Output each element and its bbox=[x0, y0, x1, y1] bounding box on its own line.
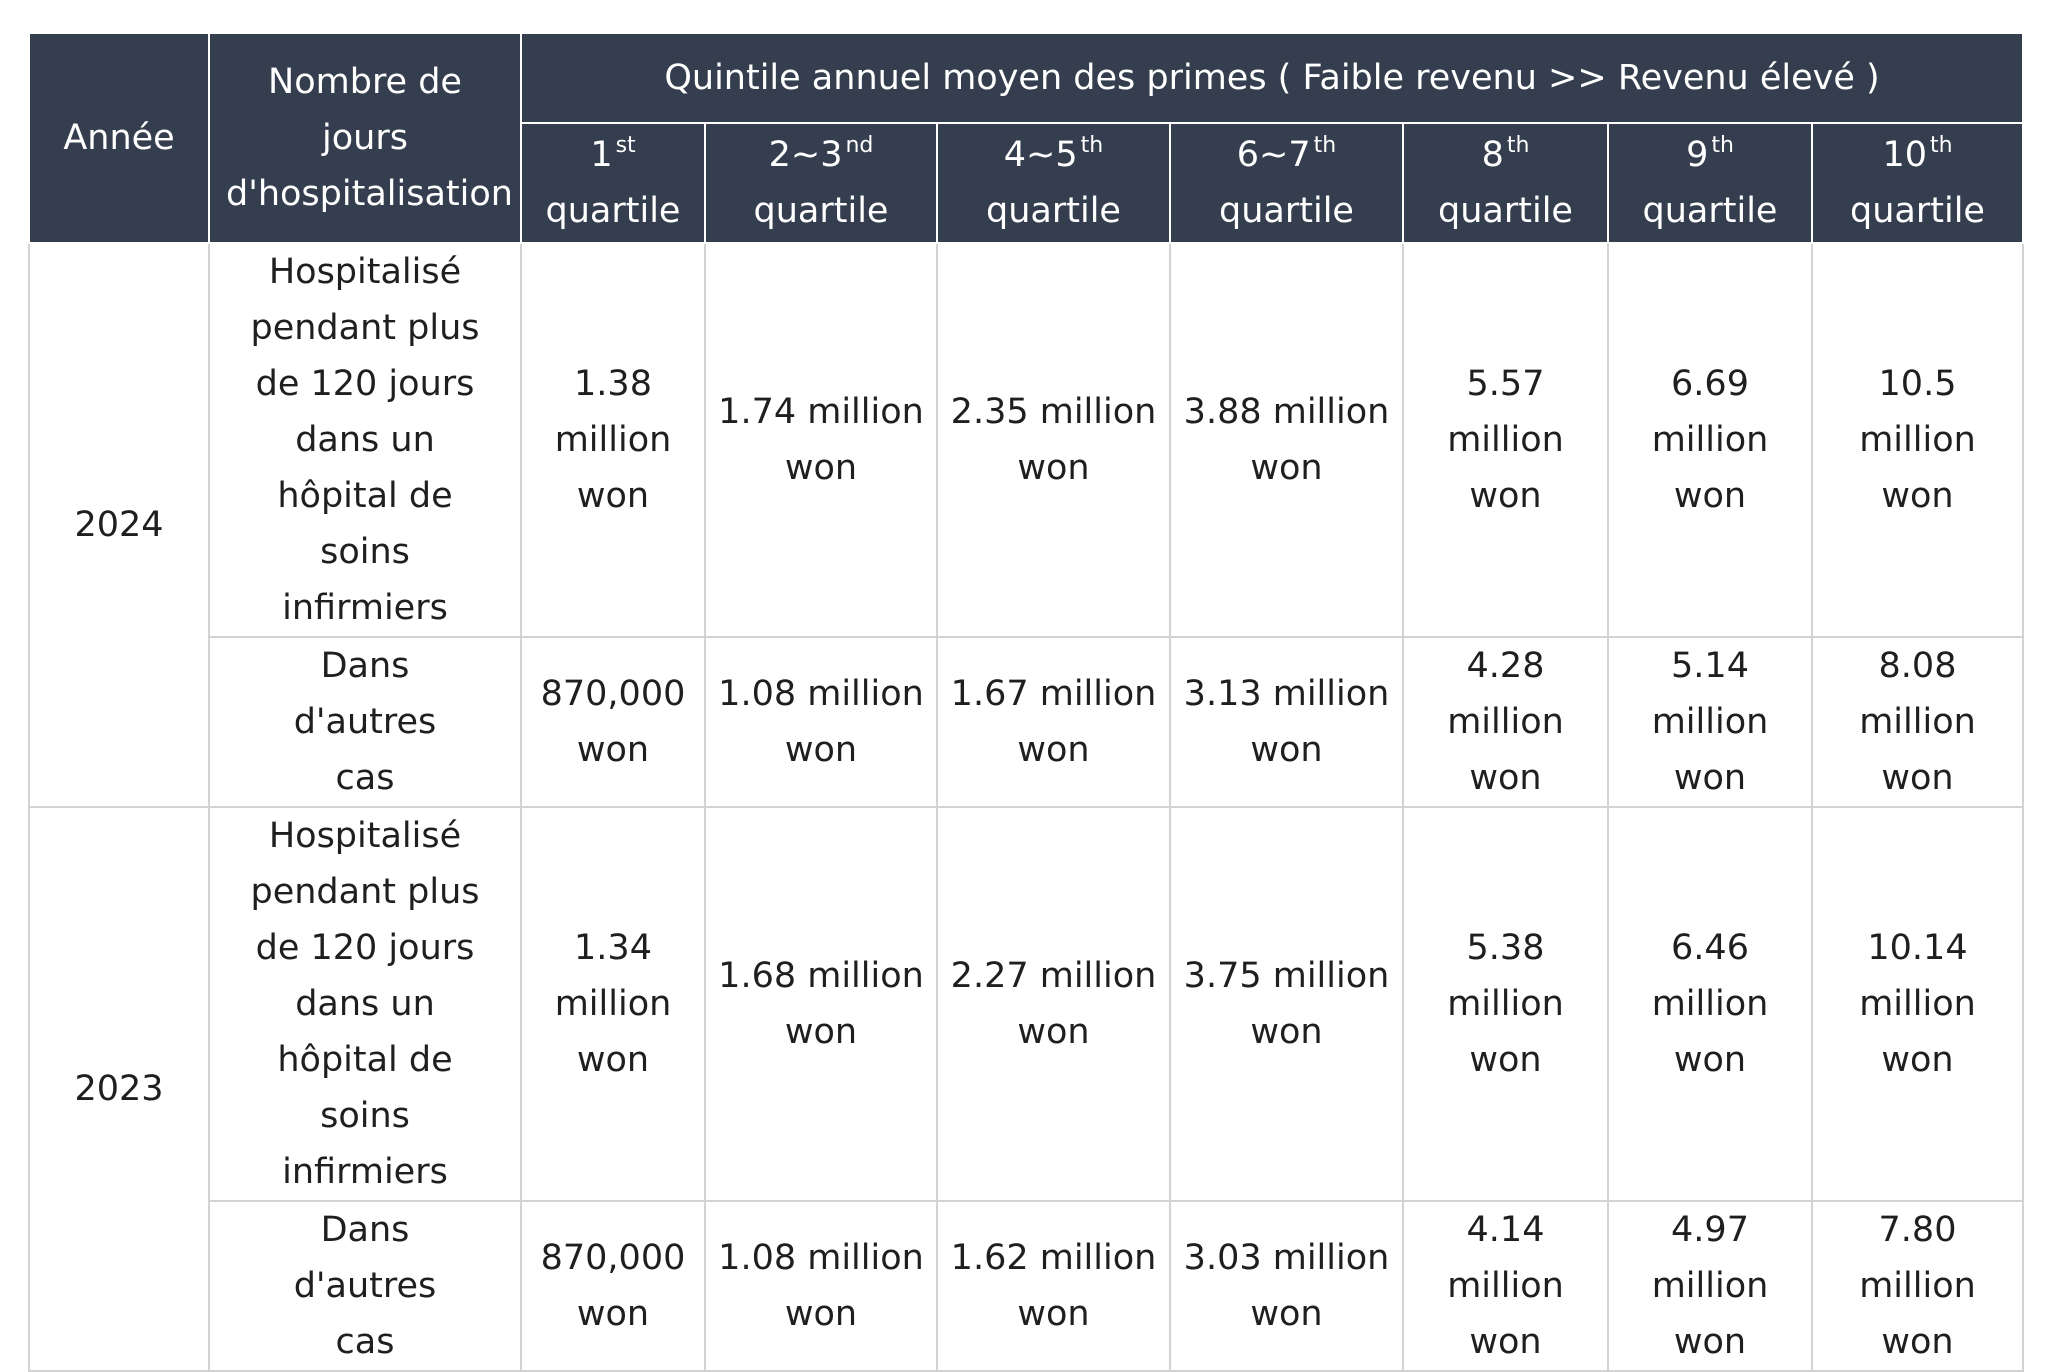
quartile-suffix: st bbox=[615, 133, 636, 158]
value-cell: 1.08 million won bbox=[704, 1200, 938, 1372]
value-cell: 1.38 million won bbox=[520, 242, 706, 638]
value-cell: 2.35 million won bbox=[936, 242, 1171, 638]
header-days: Nombre de jours d'hospitalisation bbox=[208, 32, 522, 244]
quartile-number: 9 bbox=[1686, 135, 1709, 175]
quartile-word: quartile bbox=[1642, 191, 1778, 231]
quartile-suffix: th bbox=[1080, 133, 1104, 158]
days-cell: Hospitalisé pendant plus de 120 jours da… bbox=[208, 806, 522, 1202]
value-cell: 1.08 million won bbox=[704, 636, 938, 808]
value-cell: 7.80 million won bbox=[1811, 1200, 2024, 1372]
table-header: Année Nombre de jours d'hospitalisation … bbox=[28, 32, 2024, 244]
header-quintile-group: Quintile annuel moyen des primes ( Faibl… bbox=[520, 32, 2024, 124]
header-quartile: 2~3 nd quartile bbox=[704, 122, 938, 244]
quartile-word: quartile bbox=[545, 191, 681, 231]
value-cell: 8.08 million won bbox=[1811, 636, 2024, 808]
table-row: 2023 Hospitalisé pendant plus de 120 jou… bbox=[28, 806, 2024, 1372]
value-cell: 1.62 million won bbox=[936, 1200, 1171, 1372]
table-body: 2024 Hospitalisé pendant plus de 120 jou… bbox=[28, 242, 2024, 1372]
quartile-number: 6~7 bbox=[1236, 135, 1311, 175]
value-cell: 4.97 million won bbox=[1607, 1200, 1813, 1372]
value-cell: 870,000 won bbox=[520, 1200, 706, 1372]
quartile-word: quartile bbox=[1850, 191, 1985, 231]
value-cell: 1.34 million won bbox=[520, 806, 706, 1202]
quartile-word: quartile bbox=[986, 191, 1121, 231]
header-quartile: 4~5 th quartile bbox=[936, 122, 1171, 244]
quartile-suffix: th bbox=[1711, 133, 1734, 158]
quartile-suffix: th bbox=[1506, 133, 1530, 158]
value-cell: 3.03 million won bbox=[1169, 1200, 1404, 1372]
value-cell: 1.68 million won bbox=[704, 806, 938, 1202]
year-cell: 2024 bbox=[28, 242, 210, 808]
quartile-word: quartile bbox=[1438, 191, 1573, 231]
header-row-top: Année Nombre de jours d'hospitalisation … bbox=[28, 32, 2024, 244]
table-row: 2024 Hospitalisé pendant plus de 120 jou… bbox=[28, 242, 2024, 808]
table-row: Dans d'autres cas 870,000 won 1.08 milli… bbox=[29, 1200, 2024, 1372]
value-cell: 4.14 million won bbox=[1402, 1200, 1609, 1372]
value-cell: 5.57 million won bbox=[1402, 242, 1609, 638]
value-cell: 2.27 million won bbox=[936, 806, 1171, 1202]
header-year: Année bbox=[28, 32, 210, 244]
value-cell: 3.88 million won bbox=[1169, 242, 1404, 638]
value-cell: 3.75 million won bbox=[1169, 806, 1404, 1202]
premium-table: Année Nombre de jours d'hospitalisation … bbox=[28, 32, 2024, 1372]
value-cell: 10.14 million won bbox=[1811, 806, 2024, 1202]
quartile-number: 2~3 bbox=[768, 135, 843, 175]
year-cell: 2023 bbox=[28, 806, 210, 1372]
value-cell: 10.5 million won bbox=[1811, 242, 2024, 638]
value-cell: 870,000 won bbox=[520, 636, 706, 808]
days-cell: Dans d'autres cas bbox=[208, 636, 522, 808]
quartile-word: quartile bbox=[753, 191, 889, 231]
header-quartile: 6~7 th quartile bbox=[1169, 122, 1404, 244]
quartile-suffix: th bbox=[1929, 133, 1953, 158]
quartile-word: quartile bbox=[1219, 191, 1354, 231]
quartile-suffix: nd bbox=[845, 133, 874, 158]
table-row: Dans d'autres cas 870,000 won 1.08 milli… bbox=[29, 636, 2024, 808]
value-cell: 1.67 million won bbox=[936, 636, 1171, 808]
days-cell: Hospitalisé pendant plus de 120 jours da… bbox=[208, 242, 522, 638]
value-cell: 5.14 million won bbox=[1607, 636, 1813, 808]
quartile-number: 1 bbox=[590, 135, 613, 175]
days-cell: Dans d'autres cas bbox=[208, 1200, 522, 1372]
quartile-suffix: th bbox=[1313, 133, 1337, 158]
quartile-number: 4~5 bbox=[1003, 135, 1078, 175]
value-cell: 6.46 million won bbox=[1607, 806, 1813, 1202]
quartile-number: 10 bbox=[1882, 135, 1927, 175]
value-cell: 3.13 million won bbox=[1169, 636, 1404, 808]
value-cell: 1.74 million won bbox=[704, 242, 938, 638]
quartile-number: 8 bbox=[1481, 135, 1504, 175]
value-cell: 6.69 million won bbox=[1607, 242, 1813, 638]
value-cell: 5.38 million won bbox=[1402, 806, 1609, 1202]
value-cell: 4.28 million won bbox=[1402, 636, 1609, 808]
